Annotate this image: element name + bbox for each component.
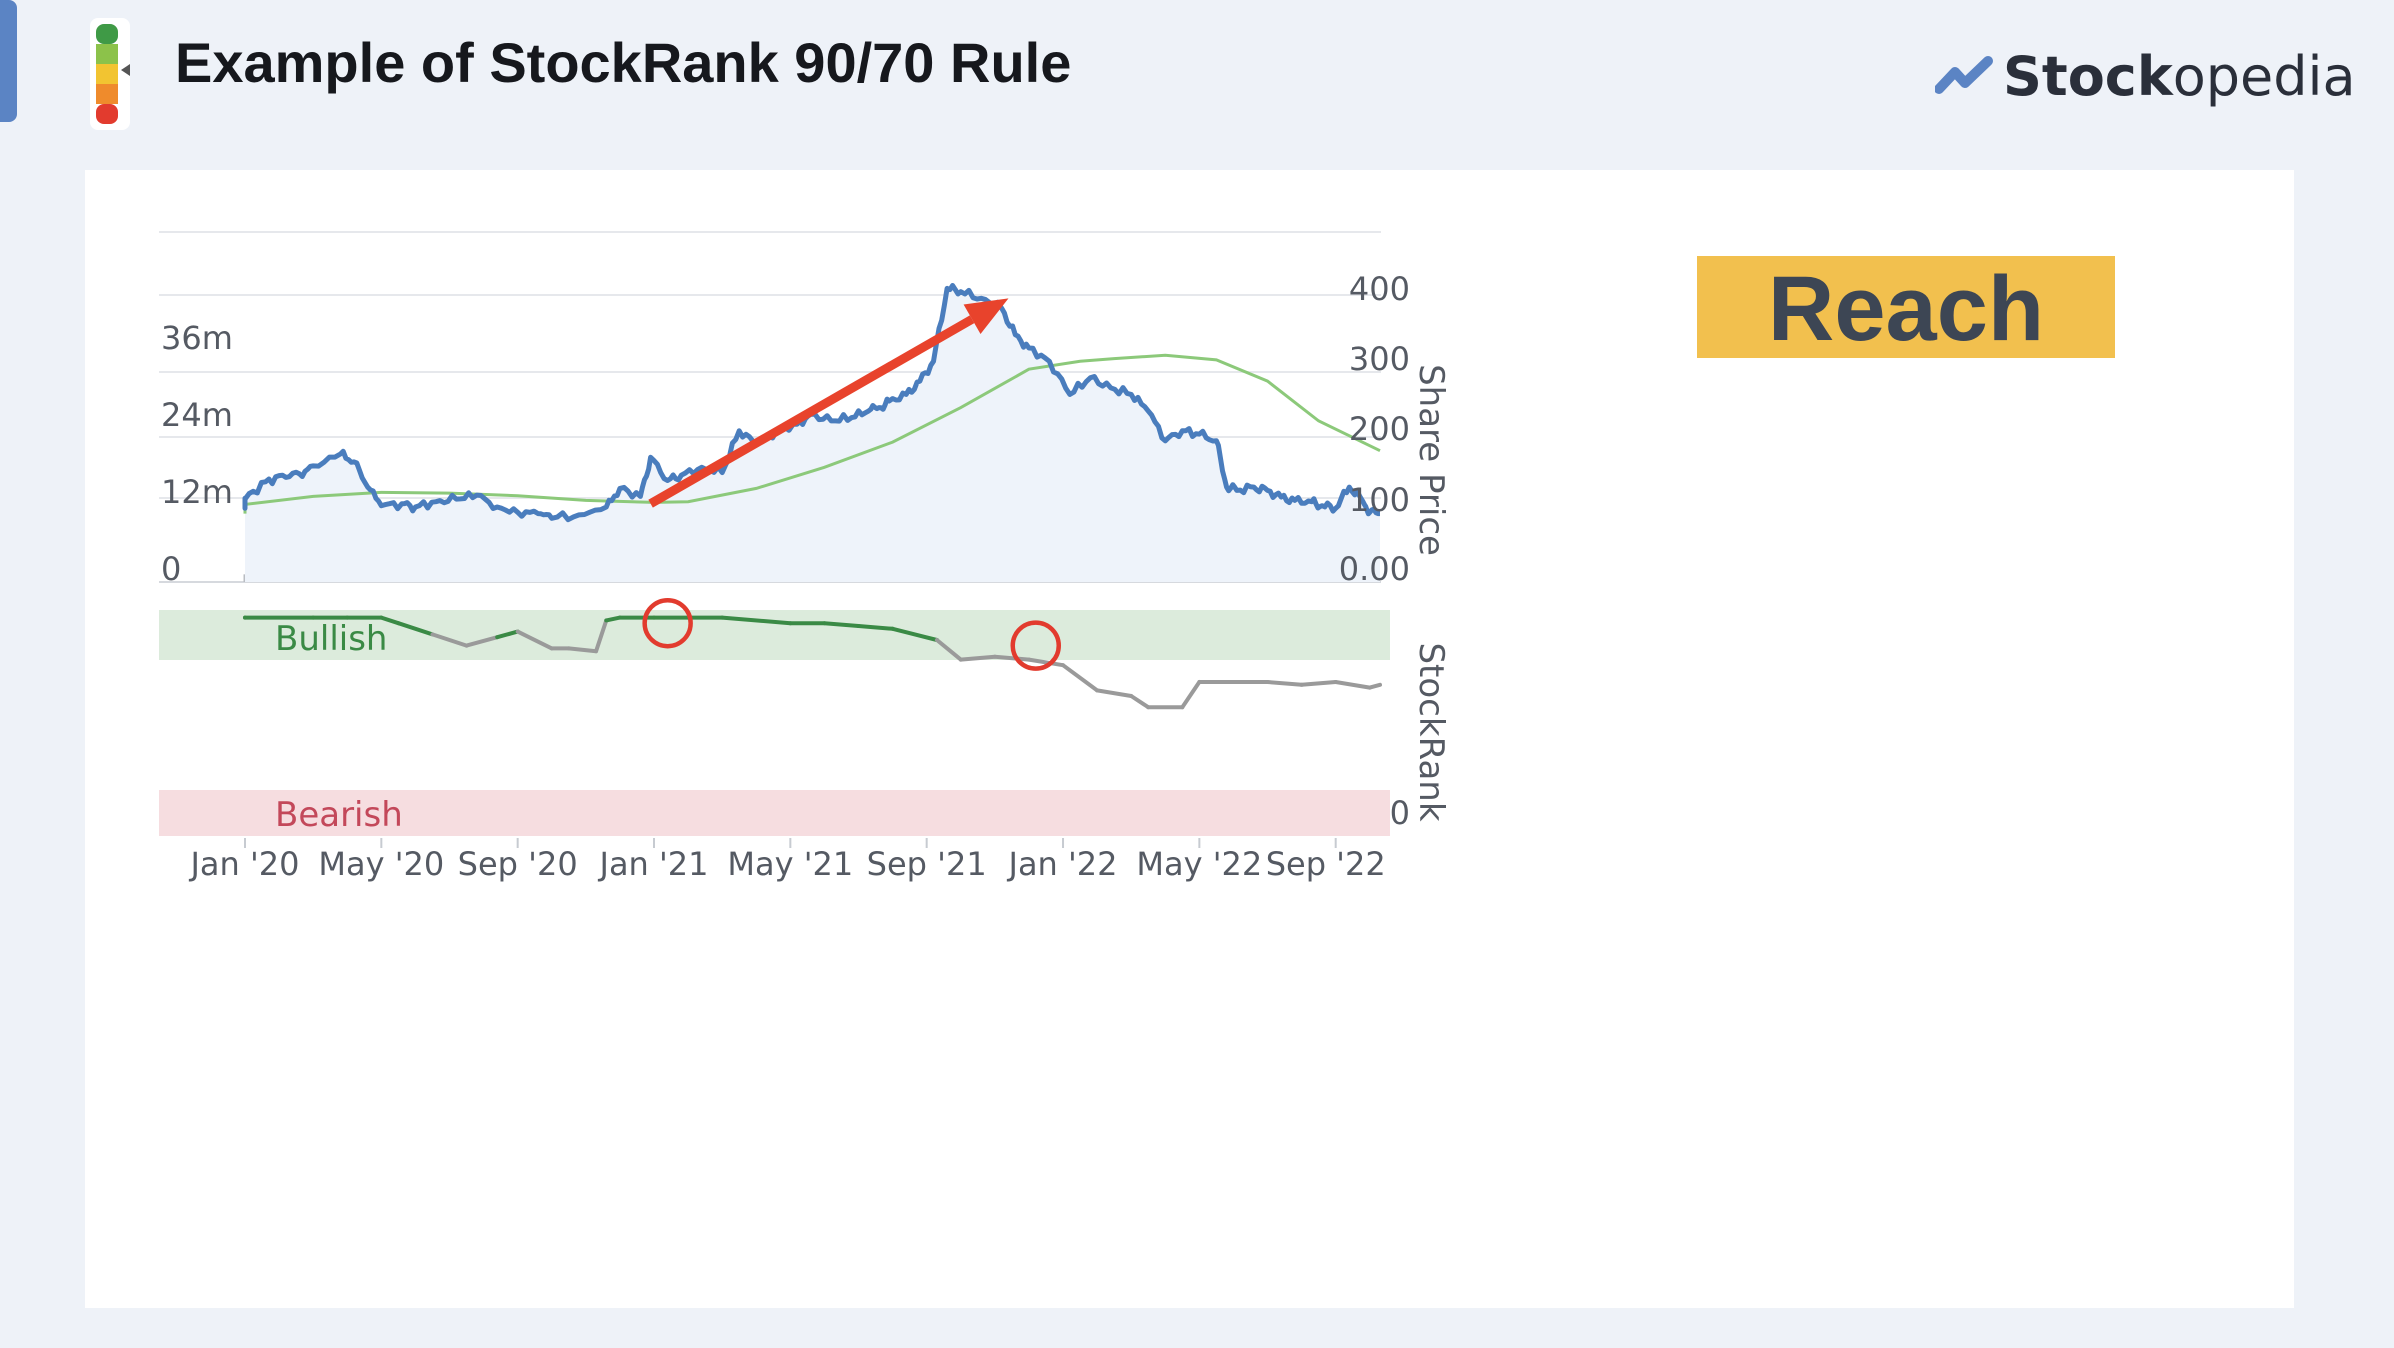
volume-tick-label: 12m [161,473,233,511]
trend-arrow-shaft [648,315,975,508]
meter-segment [96,104,118,124]
stockrank-meter-icon [90,18,130,130]
stockopedia-logo: Stockopedia [1935,36,2356,116]
stockrank-segment [566,646,599,654]
stockrank-segment [464,635,500,648]
x-tick-label: May '20 [318,845,444,883]
price-axis-title: Share Price [1411,364,1451,556]
share-price-line [242,283,1381,523]
chart-title-badge: Reach [1697,256,2115,360]
brand-name: Stockopedia [2003,44,2356,108]
stockrank-segment [890,626,939,642]
price-area-fill [245,285,1380,582]
chart-card: 0 12m 24m 36m 0.00 100 200 300 400 0 Jan '20 May '2… [85,170,2294,1308]
volume-tick-label: 24m [161,396,233,434]
stockrank-segment [604,615,622,623]
page-title: Example of StockRank 90/70 Rule [175,31,1072,94]
rank-tick-label: 0 [1390,794,1410,832]
moving-average-line [243,353,1381,514]
x-tick-label: May '22 [1136,845,1262,883]
price-tick-label: 100 [1349,481,1410,519]
stockrank-segment [1333,680,1372,690]
meter-segment [96,44,118,64]
meter-segment [96,64,118,84]
stockrank-segment [992,654,1031,662]
bullish-label: Bullish [275,619,387,659]
stockrank-segment [515,629,554,651]
stockrank-segment [1180,680,1202,710]
stockrank-segment [1061,663,1100,693]
stockrank-segment [1095,688,1134,698]
stockrank-segment [720,615,793,626]
meter-segment [96,24,118,44]
x-tick-label: Jan '22 [1007,845,1118,883]
stockrank-segment [594,618,609,654]
bearish-label: Bearish [275,795,403,835]
stockrank-segment [495,629,520,640]
stockrank-segment [1026,657,1066,668]
bearish-band [159,790,1390,836]
price-tick-label: 200 [1349,410,1410,448]
stockrank-segment [1367,682,1382,690]
price-tick-label: 300 [1349,340,1410,378]
stockrank-segment [1265,680,1304,687]
volume-tick-label: 36m [161,319,233,357]
logo-check-icon [1935,56,1993,94]
stockrank-segment [958,654,997,662]
x-tick-label: Jan '21 [598,845,709,883]
chart-title: Reach [1768,258,2044,360]
x-tick-label: Sep '20 [458,845,578,883]
volume-tick-label: 0 [161,550,181,588]
stockrank-segment [379,615,401,626]
x-tick-label: May '21 [727,845,853,883]
price-tick-label: 400 [1349,270,1410,308]
rank-axis-title: StockRank [1411,642,1451,821]
stockrank-segment [1299,680,1338,687]
stockrank-segment [430,632,469,648]
stockrank-segment [934,638,963,662]
signal-circle [1010,620,1062,671]
accent-bar [0,0,17,122]
x-tick-label: Sep '21 [867,845,987,883]
stockrank-segment [396,621,435,637]
signal-circle [642,597,693,649]
stockrank-segment [822,621,861,628]
trend-arrow-head [963,298,1009,334]
x-tick-label: Jan '20 [188,845,299,883]
stockrank-segment [856,624,895,631]
price-tick-label: 0.00 [1339,550,1410,588]
stockrank-chart: 0 12m 24m 36m 0.00 100 200 300 400 0 Jan '20 May '2… [159,231,2115,883]
stockrank-segment [1129,694,1151,710]
x-tick-label: Sep '22 [1266,845,1386,883]
meter-segment [96,84,118,104]
